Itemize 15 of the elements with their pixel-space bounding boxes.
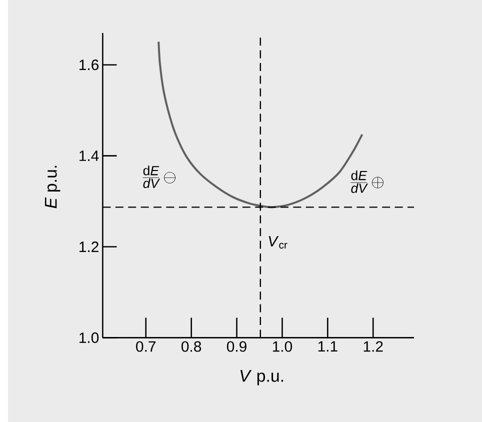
x-tick-label: 0.8	[182, 341, 202, 352]
y-tick-label: 1.6	[80, 60, 99, 70]
x-tick-label: 1.2	[364, 341, 383, 352]
annotation: $\frac{\mathrm{d}\mathit{E}}{\mathit{dV}}\,\oplus$	[350, 170, 384, 193]
ref-line-label: V$_{cr}$	[268, 236, 288, 249]
y-tick-label: 1.0	[80, 332, 99, 343]
x-tick-label: 1.0	[272, 341, 292, 352]
x-tick-label: 1.1	[318, 341, 338, 352]
y-tick-label: 1.4	[80, 150, 99, 161]
x-tick-label: 0.9	[226, 341, 246, 352]
annotation: $\frac{\mathrm{d}\mathit{E}}{\mathit{dV}}\,\ominus$	[142, 166, 176, 188]
y-axis-title: E p.u.	[44, 166, 60, 208]
x-axis-title: V p.u.	[240, 370, 284, 386]
x-tick-label: 0.7	[136, 341, 156, 352]
y-tick-label: 1.2	[80, 242, 98, 252]
